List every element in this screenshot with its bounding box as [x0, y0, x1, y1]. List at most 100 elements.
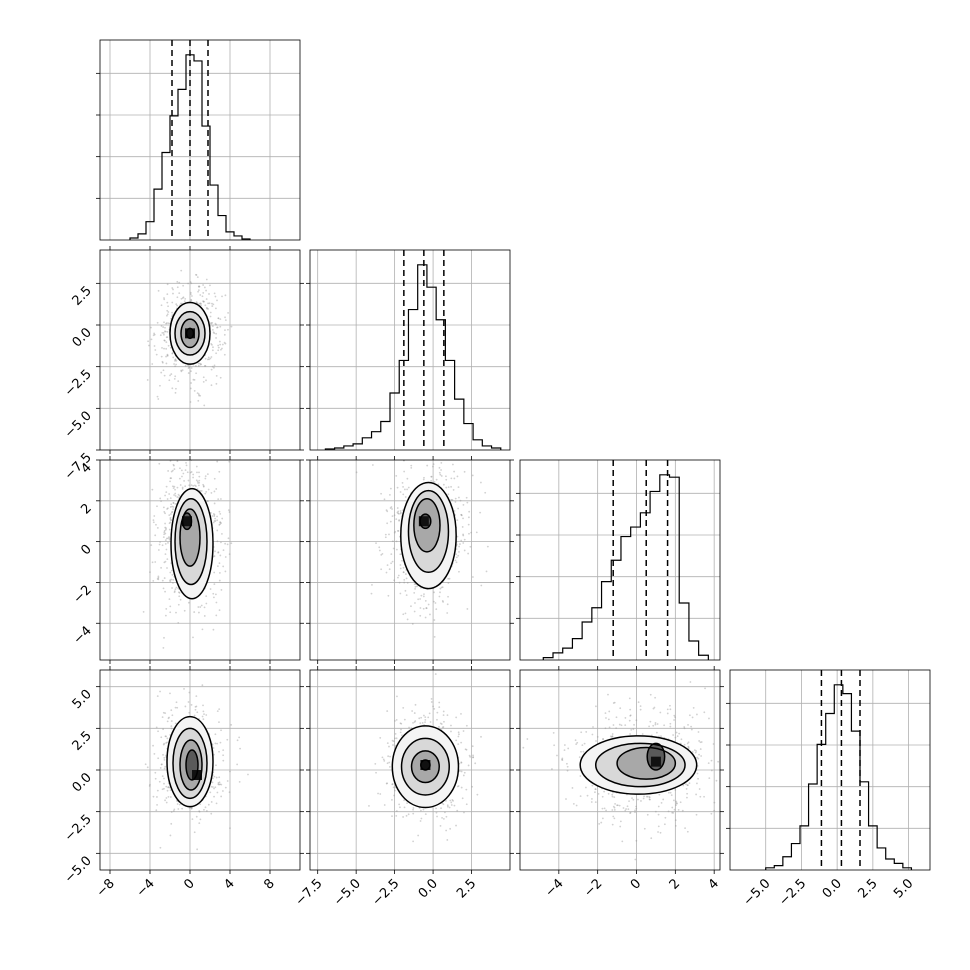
- scatter-point: [164, 735, 167, 738]
- scatter-point: [445, 486, 448, 489]
- scatter-point: [163, 510, 166, 513]
- scatter-point: [169, 480, 171, 483]
- scatter-point: [672, 799, 675, 802]
- scatter-point: [158, 780, 161, 783]
- scatter-point: [169, 518, 172, 520]
- scatter-point: [157, 757, 160, 760]
- scatter-point: [659, 831, 662, 834]
- scatter-point: [465, 724, 468, 727]
- scatter-point: [466, 501, 469, 504]
- scatter-point: [168, 514, 171, 517]
- scatter-point: [164, 512, 166, 515]
- x-tick-label: 4: [706, 876, 722, 892]
- scatter-point: [571, 787, 574, 789]
- y-tick-label: −2.5: [62, 367, 95, 400]
- scatter-point: [389, 507, 392, 509]
- x-tick-label: 2.5: [454, 876, 479, 901]
- scatter-point: [221, 295, 223, 298]
- scatter-point: [219, 521, 222, 524]
- scatter-point: [166, 789, 169, 792]
- scatter-point: [216, 460, 219, 463]
- scatter-point: [452, 489, 455, 491]
- scatter-point: [674, 736, 677, 739]
- contour-line: [179, 739, 203, 791]
- scatter-point: [412, 722, 414, 724]
- scatter-point: [574, 739, 577, 742]
- scatter-point: [710, 759, 713, 762]
- scatter-point: [167, 322, 170, 325]
- scatter-point: [403, 578, 406, 581]
- scatter-point: [156, 577, 159, 580]
- scatter-point: [637, 798, 639, 801]
- scatter-point: [436, 718, 438, 721]
- scatter-point: [424, 599, 427, 602]
- scatter-point: [195, 485, 197, 488]
- scatter-point: [167, 786, 170, 788]
- scatter-point: [210, 785, 213, 788]
- scatter-point: [693, 749, 696, 752]
- scatter-point: [194, 706, 197, 708]
- scatter-point: [200, 304, 202, 307]
- scatter-point: [392, 744, 394, 746]
- scatter-point: [168, 453, 170, 455]
- scatter-point: [455, 561, 458, 564]
- scatter-point: [190, 471, 193, 473]
- scatter-point: [654, 723, 657, 726]
- scatter-point: [675, 731, 678, 734]
- scatter-point: [392, 547, 395, 550]
- scatter-point: [553, 744, 556, 747]
- scatter-point: [433, 591, 435, 594]
- scatter-point: [187, 601, 190, 604]
- scatter-point: [380, 553, 383, 556]
- scatter-point: [673, 808, 676, 811]
- scatter-point: [163, 374, 166, 377]
- scatter-point: [399, 491, 402, 493]
- scatter-point: [220, 795, 223, 798]
- scatter-point: [169, 346, 172, 349]
- scatter-point: [215, 352, 218, 355]
- scatter-point: [209, 588, 212, 590]
- scatter-point: [154, 777, 157, 780]
- scatter-point: [602, 738, 605, 740]
- scatter-point: [632, 798, 635, 801]
- scatter-point: [169, 789, 172, 792]
- scatter-point: [412, 808, 414, 811]
- scatter-point: [181, 369, 184, 372]
- scatter-point: [180, 369, 183, 372]
- scatter-point: [403, 470, 406, 473]
- scatter-point: [166, 354, 169, 357]
- scatter-point: [215, 337, 217, 339]
- scatter-point: [213, 366, 215, 369]
- scatter-point: [207, 500, 209, 503]
- scatter-point: [216, 519, 219, 522]
- scatter-point: [167, 717, 170, 720]
- scatter-point: [179, 484, 182, 486]
- scatter-point: [213, 775, 216, 778]
- scatter-point: [435, 478, 438, 481]
- scatter-point: [170, 511, 173, 514]
- scatter-point: [198, 362, 201, 365]
- scatter-point: [438, 706, 441, 709]
- x-tick-label: 0: [181, 876, 197, 892]
- scatter-point: [170, 811, 173, 813]
- hist2d-panel-2-3: [516, 666, 724, 874]
- scatter-point: [674, 789, 677, 791]
- scatter-point: [438, 725, 440, 728]
- scatter-point: [169, 579, 171, 582]
- scatter-point: [216, 791, 219, 794]
- scatter-point: [214, 322, 217, 325]
- scatter-point: [160, 500, 162, 503]
- scatter-point: [446, 839, 449, 841]
- scatter-point: [384, 533, 387, 536]
- scatter-point: [635, 839, 638, 842]
- density-peak: [418, 516, 429, 527]
- scatter-point: [412, 812, 415, 815]
- scatter-point: [169, 611, 172, 614]
- scatter-point: [648, 725, 651, 728]
- scatter-point: [634, 811, 636, 814]
- scatter-point: [164, 526, 167, 529]
- scatter-point: [445, 829, 448, 832]
- scatter-point: [595, 705, 597, 708]
- scatter-point: [205, 289, 207, 292]
- scatter-point: [391, 515, 394, 518]
